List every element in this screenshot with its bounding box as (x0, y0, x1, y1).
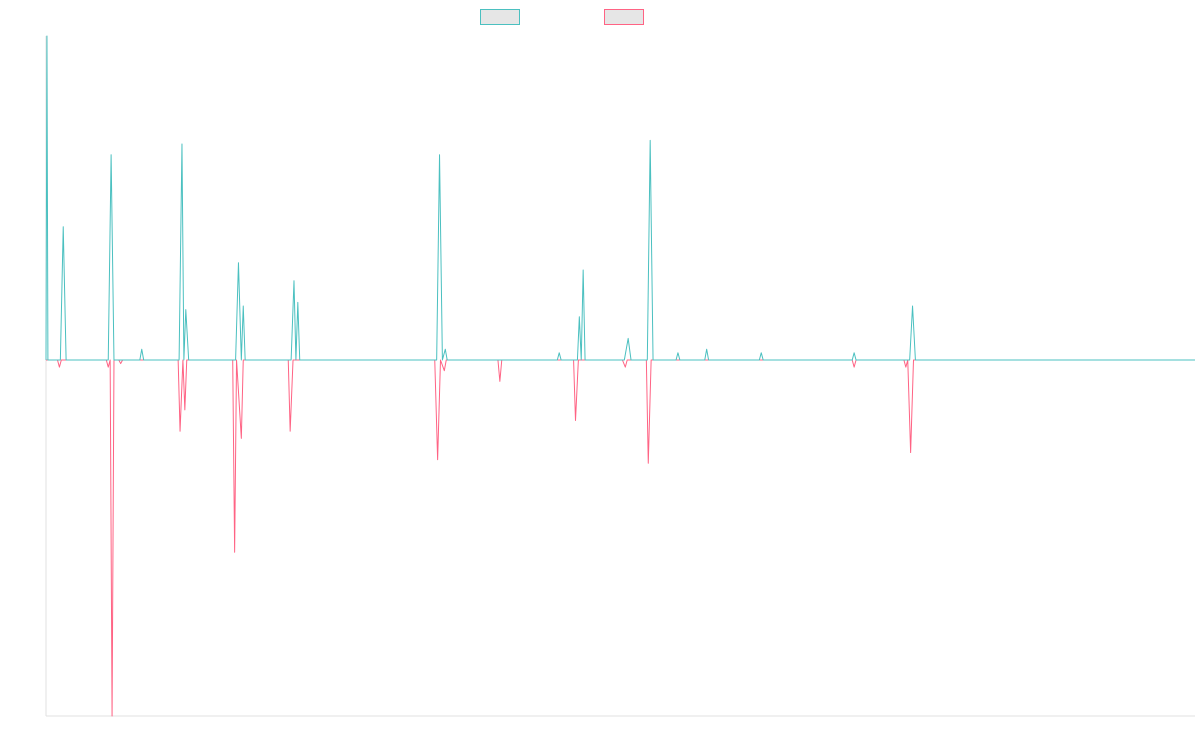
legend (0, 9, 1200, 27)
legend-swatch-series-1[interactable] (480, 9, 520, 25)
legend-swatch-series-2[interactable] (604, 9, 644, 25)
series-line-2[interactable] (46, 359, 1195, 717)
series-line-1[interactable] (45, 35, 1195, 361)
